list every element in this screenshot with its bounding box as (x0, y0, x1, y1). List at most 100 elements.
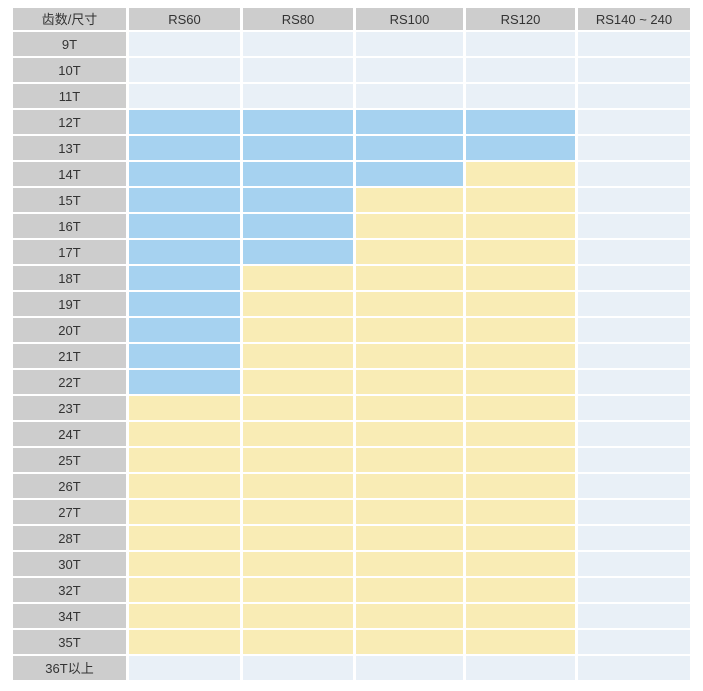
matrix-cell (578, 32, 690, 56)
matrix-cell (356, 500, 463, 524)
matrix-cell (243, 318, 353, 342)
matrix-cell (578, 162, 690, 186)
matrix-cell (356, 214, 463, 238)
matrix-cell (578, 266, 690, 290)
matrix-cell (466, 448, 575, 472)
matrix-cell (356, 292, 463, 316)
matrix-cell (578, 448, 690, 472)
row-label-cell: 24T (13, 422, 126, 446)
matrix-cell (466, 396, 575, 420)
matrix-cell (466, 656, 575, 680)
row-label-cell: 28T (13, 526, 126, 550)
matrix-cell (243, 292, 353, 316)
matrix-cell (243, 656, 353, 680)
matrix-cell (243, 474, 353, 498)
matrix-cell (466, 526, 575, 550)
matrix-cell (466, 136, 575, 160)
matrix-cell (356, 552, 463, 576)
matrix-cell (243, 604, 353, 628)
matrix-cell (466, 500, 575, 524)
matrix-cell (578, 474, 690, 498)
matrix-cell (243, 136, 353, 160)
matrix-cell (129, 448, 240, 472)
matrix-cell (129, 58, 240, 82)
row-header-cell: 齿数/尺寸 (13, 8, 126, 30)
matrix-cell (129, 526, 240, 550)
matrix-cell (129, 84, 240, 108)
matrix-cell (243, 578, 353, 602)
matrix-cell (578, 422, 690, 446)
matrix-cell (356, 474, 463, 498)
matrix-cell (129, 630, 240, 654)
matrix-cell (243, 32, 353, 56)
matrix-cell (129, 370, 240, 394)
matrix-cell (578, 84, 690, 108)
matrix-cell (129, 318, 240, 342)
matrix-cell (578, 58, 690, 82)
matrix-cell (243, 344, 353, 368)
matrix-cell (243, 188, 353, 212)
row-label-cell: 9T (13, 32, 126, 56)
matrix-cell (466, 630, 575, 654)
matrix-cell (578, 526, 690, 550)
matrix-cell (129, 656, 240, 680)
matrix-cell (129, 136, 240, 160)
row-label-cell: 15T (13, 188, 126, 212)
matrix-cell (466, 110, 575, 134)
matrix-cell (356, 32, 463, 56)
matrix-cell (356, 318, 463, 342)
row-label-cell: 22T (13, 370, 126, 394)
matrix-cell (129, 188, 240, 212)
matrix-cell (356, 604, 463, 628)
row-label-cell: 30T (13, 552, 126, 576)
matrix-cell (578, 110, 690, 134)
column-header-cell: RS80 (243, 8, 353, 30)
matrix-cell (243, 84, 353, 108)
matrix-cell (243, 58, 353, 82)
matrix-cell (356, 240, 463, 264)
matrix-cell (243, 240, 353, 264)
matrix-cell (356, 162, 463, 186)
matrix-cell (243, 214, 353, 238)
matrix-cell (129, 474, 240, 498)
matrix-cell (578, 370, 690, 394)
matrix-cell (356, 58, 463, 82)
matrix-cell (129, 214, 240, 238)
matrix-cell (578, 344, 690, 368)
matrix-cell (129, 266, 240, 290)
matrix-cell (356, 110, 463, 134)
matrix-cell (466, 370, 575, 394)
matrix-cell (356, 448, 463, 472)
matrix-cell (578, 552, 690, 576)
matrix-cell (243, 630, 353, 654)
matrix-cell (243, 396, 353, 420)
matrix-cell (356, 656, 463, 680)
matrix-cell (356, 578, 463, 602)
matrix-cell (466, 292, 575, 316)
row-label-cell: 14T (13, 162, 126, 186)
matrix-cell (243, 370, 353, 394)
row-label-cell: 32T (13, 578, 126, 602)
matrix-cell (243, 162, 353, 186)
matrix-cell (466, 474, 575, 498)
matrix-cell (466, 188, 575, 212)
matrix-cell (243, 266, 353, 290)
matrix-cell (578, 578, 690, 602)
matrix-cell (356, 188, 463, 212)
matrix-cell (243, 110, 353, 134)
matrix-cell (356, 630, 463, 654)
matrix-cell (466, 214, 575, 238)
matrix-cell (129, 578, 240, 602)
matrix-cell (466, 422, 575, 446)
matrix-cell (466, 84, 575, 108)
matrix-cell (129, 500, 240, 524)
row-label-cell: 23T (13, 396, 126, 420)
row-label-cell: 13T (13, 136, 126, 160)
matrix-cell (466, 58, 575, 82)
row-label-cell: 21T (13, 344, 126, 368)
row-label-cell: 19T (13, 292, 126, 316)
row-label-cell: 12T (13, 110, 126, 134)
matrix-cell (129, 162, 240, 186)
matrix-cell (466, 266, 575, 290)
